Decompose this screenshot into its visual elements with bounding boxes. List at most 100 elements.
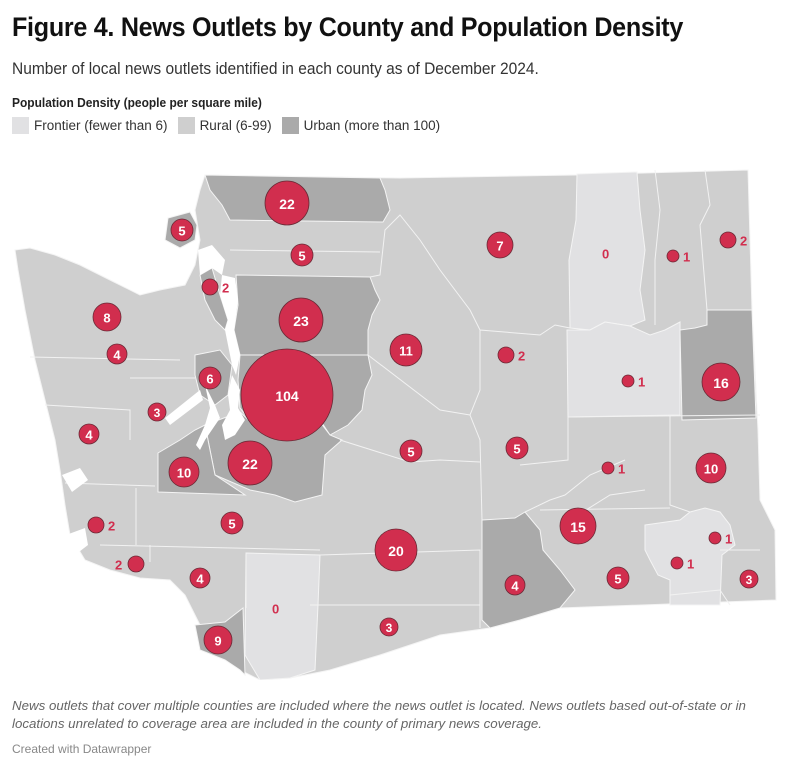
svg-text:5: 5: [178, 224, 185, 239]
svg-text:0: 0: [602, 247, 609, 262]
svg-text:11: 11: [399, 344, 413, 359]
frontier-swatch: [12, 117, 29, 134]
svg-text:2: 2: [518, 349, 525, 364]
svg-text:5: 5: [513, 442, 520, 457]
bubble-san-juan[interactable]: 5: [170, 218, 194, 242]
bubble-chelan[interactable]: 11: [389, 333, 423, 367]
bubble-spokane[interactable]: 16: [701, 362, 741, 402]
svg-text:4: 4: [196, 572, 204, 587]
outlet-bubbles: 22 5 5 7 0 1 2 2 8 23 11 2 1 16 4 6 104 …: [78, 180, 759, 655]
svg-text:9: 9: [214, 634, 221, 649]
svg-text:8: 8: [103, 311, 110, 326]
bubble-kitsap[interactable]: 6: [198, 366, 222, 390]
footnote: News outlets that cover multiple countie…: [12, 698, 746, 731]
svg-text:4: 4: [113, 348, 121, 363]
county-skamania: [244, 552, 321, 680]
svg-text:4: 4: [511, 579, 519, 594]
bubble-cowlitz[interactable]: 4: [189, 567, 211, 589]
svg-text:2: 2: [115, 558, 122, 573]
bubble-klickitat[interactable]: 3: [379, 617, 399, 637]
bubble-pend-oreille[interactable]: 2: [719, 231, 747, 249]
bubble-lincoln[interactable]: 1: [621, 375, 645, 390]
bubble-columbia[interactable]: 1: [670, 557, 694, 572]
legend-label-urban: Urban (more than 100): [303, 118, 441, 133]
svg-text:7: 7: [496, 239, 503, 254]
bubble-mason[interactable]: 3: [147, 402, 167, 422]
svg-text:20: 20: [388, 543, 404, 559]
svg-text:15: 15: [570, 519, 586, 535]
bubble-grant[interactable]: 5: [505, 436, 529, 460]
bubble-lewis[interactable]: 5: [220, 511, 244, 535]
svg-text:5: 5: [228, 517, 235, 532]
bubble-clallam[interactable]: 8: [92, 302, 122, 332]
legend: Frontier (fewer than 6) Rural (6-99) Urb…: [12, 117, 440, 134]
label-ferry[interactable]: 0: [602, 247, 609, 262]
credit-link[interactable]: Created with Datawrapper: [12, 742, 152, 756]
bubble-whitman[interactable]: 10: [695, 452, 727, 484]
svg-text:1: 1: [683, 250, 690, 265]
legend-item-urban: Urban (more than 100): [281, 117, 441, 134]
svg-text:4: 4: [85, 428, 93, 443]
rural-swatch: [177, 117, 195, 134]
bubble-grays-harbor[interactable]: 4: [78, 423, 100, 445]
svg-text:23: 23: [293, 313, 309, 329]
svg-text:2: 2: [740, 234, 747, 249]
svg-text:22: 22: [279, 196, 295, 212]
svg-text:5: 5: [298, 249, 305, 264]
bubble-pacific[interactable]: 2: [87, 516, 115, 534]
svg-text:2: 2: [222, 281, 229, 296]
bubble-walla-walla[interactable]: 5: [606, 566, 630, 590]
county-shapes: [14, 169, 777, 680]
svg-text:1: 1: [725, 532, 732, 547]
puget-sound-water: [62, 245, 245, 555]
legend-label-rural: Rural (6-99): [199, 118, 272, 133]
svg-text:22: 22: [242, 456, 258, 472]
svg-text:5: 5: [407, 445, 414, 460]
bubble-okanogan[interactable]: 7: [486, 231, 514, 259]
bubble-yakima[interactable]: 20: [374, 528, 418, 572]
label-skamania[interactable]: 0: [272, 602, 279, 617]
legend-item-frontier: Frontier (fewer than 6): [12, 117, 168, 134]
svg-text:16: 16: [713, 375, 729, 391]
bubble-garfield[interactable]: 1: [708, 532, 732, 547]
washington-county-map: 22 5 5 7 0 1 2 2 8 23 11 2 1 16 4 6 104 …: [14, 169, 777, 680]
bubble-wahkiakum[interactable]: 2: [115, 555, 145, 573]
svg-text:3: 3: [154, 406, 161, 420]
svg-text:2: 2: [108, 519, 115, 534]
county-benton: [481, 511, 576, 629]
bubble-jefferson[interactable]: 4: [106, 343, 128, 365]
svg-text:5: 5: [614, 572, 621, 587]
chart-title: Figure 4. News Outlets by County and Pop…: [12, 12, 684, 42]
bubble-clark[interactable]: 9: [203, 625, 233, 655]
bubble-skagit[interactable]: 5: [290, 243, 314, 267]
county-lincoln: [566, 321, 681, 418]
bubble-thurston[interactable]: 10: [168, 456, 200, 488]
urban-swatch: [281, 117, 299, 134]
svg-text:10: 10: [177, 466, 191, 481]
bubble-pierce[interactable]: 22: [227, 440, 273, 486]
svg-text:3: 3: [386, 621, 393, 635]
state-outline: [14, 169, 777, 680]
svg-text:1: 1: [618, 462, 625, 477]
bubble-whatcom[interactable]: 22: [264, 180, 310, 226]
bubble-island[interactable]: 2: [201, 278, 229, 296]
svg-text:1: 1: [687, 557, 694, 572]
bubble-kittitas[interactable]: 5: [399, 439, 423, 463]
svg-text:3: 3: [746, 573, 753, 587]
svg-text:0: 0: [272, 602, 279, 617]
bubble-franklin[interactable]: 15: [559, 507, 597, 545]
legend-item-rural: Rural (6-99): [177, 117, 272, 134]
county-borders: [29, 169, 761, 628]
bubble-adams[interactable]: 1: [601, 462, 625, 477]
svg-text:10: 10: [704, 462, 718, 477]
legend-label-frontier: Frontier (fewer than 6): [34, 118, 168, 133]
bubble-benton[interactable]: 4: [504, 574, 526, 596]
bubble-douglas[interactable]: 2: [497, 346, 525, 364]
svg-text:104: 104: [275, 388, 299, 404]
bubble-stevens[interactable]: 1: [666, 250, 690, 265]
bubble-king[interactable]: 104: [240, 348, 334, 442]
chart-subtitle: Number of local news outlets identified …: [12, 60, 539, 78]
legend-title: Population Density (people per square mi…: [12, 95, 262, 110]
bubble-snohomish[interactable]: 23: [278, 297, 324, 343]
bubble-asotin[interactable]: 3: [739, 569, 759, 589]
